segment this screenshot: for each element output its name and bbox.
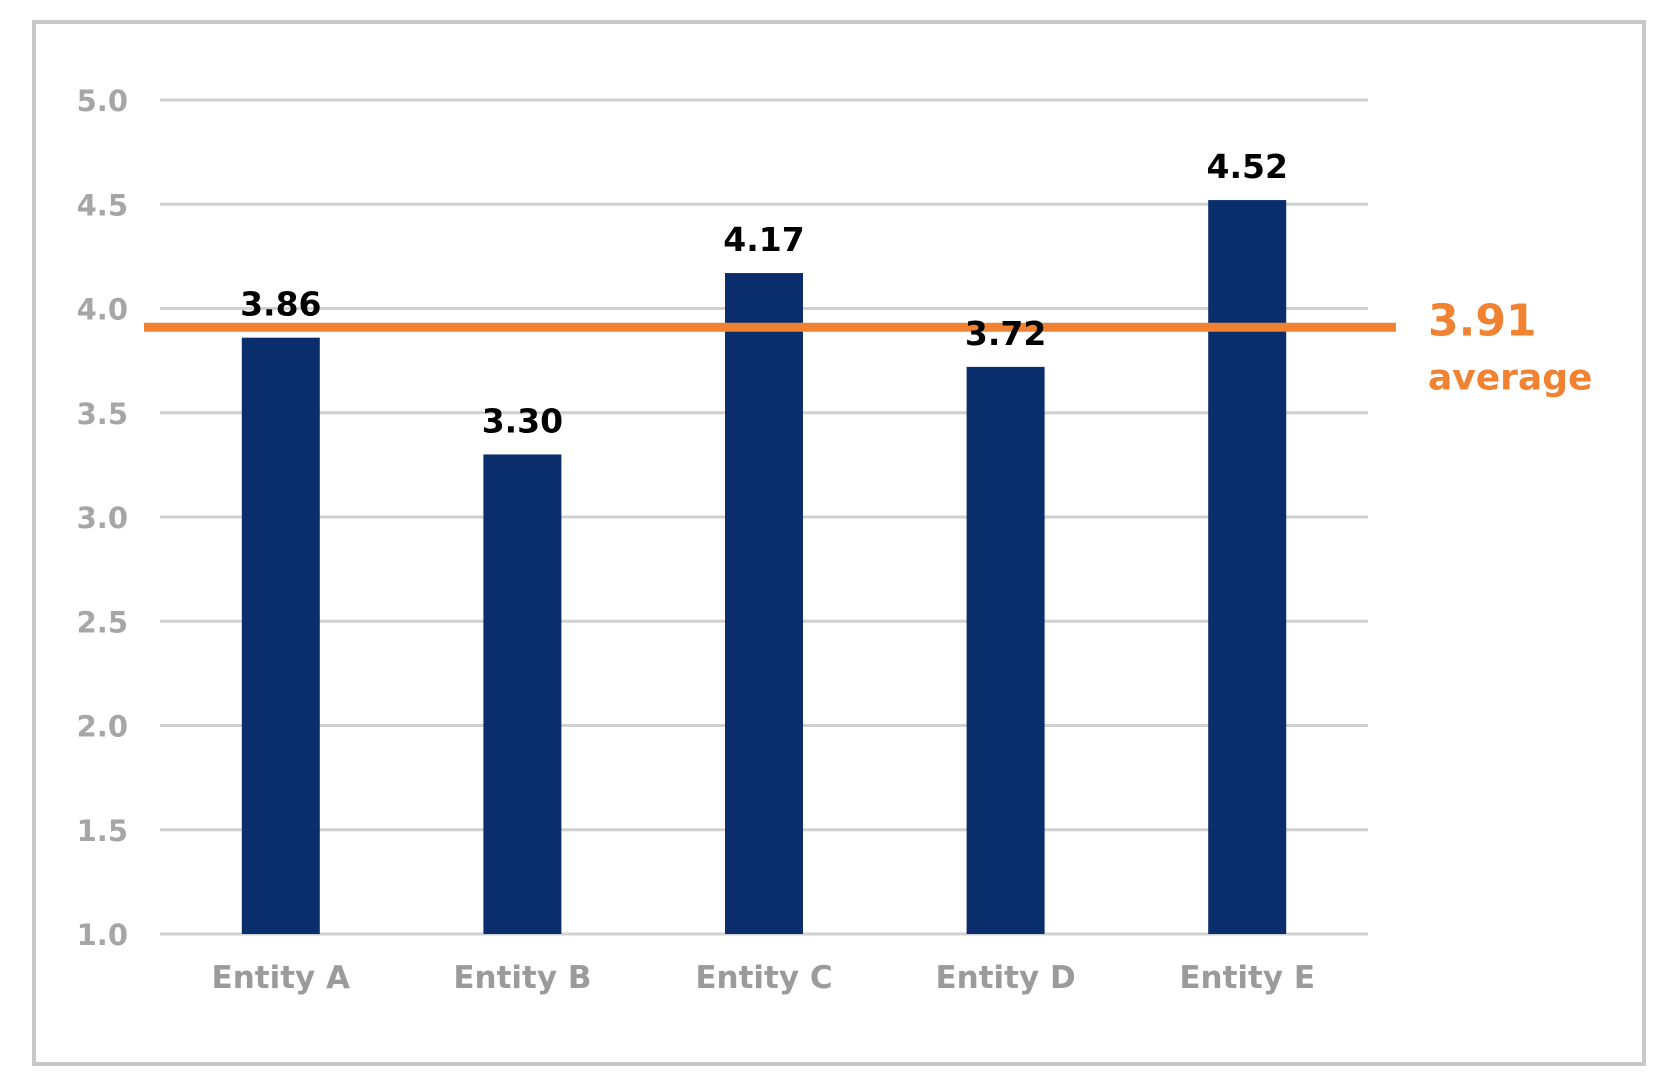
value-labels: 3.86 3.30 4.17 3.72 4.52: [240, 147, 1288, 440]
bars: [241, 200, 1287, 934]
y-tick-label: 4.5: [77, 188, 128, 222]
y-tick-label: 4.0: [77, 293, 128, 327]
y-tick-label: 3.0: [77, 501, 128, 535]
x-category-label: Entity C: [695, 960, 832, 996]
y-tick-label: 3.5: [77, 397, 128, 431]
x-category-label: Entity D: [935, 960, 1075, 996]
average-text-label: average: [1428, 357, 1592, 398]
y-tick-label: 2.5: [77, 605, 128, 639]
bar-entity-a: [241, 337, 320, 934]
bar-value-label: 4.17: [723, 220, 804, 259]
x-axis-categories: Entity A Entity B Entity C Entity D Entity E: [212, 960, 1316, 996]
x-category-label: Entity E: [1179, 960, 1315, 996]
y-tick-label: 1.5: [77, 814, 128, 848]
bar-entity-c: [725, 273, 803, 934]
y-tick-label: 2.0: [77, 710, 128, 744]
bar-value-label: 3.72: [965, 314, 1046, 353]
bar-value-label: 4.52: [1206, 147, 1287, 186]
y-tick-label: 1.0: [77, 918, 128, 952]
bar-value-label: 3.30: [482, 401, 563, 440]
y-axis-ticks: 1.0 1.5 2.0 2.5 3.0 3.5 4.0 4.5 5.0: [77, 84, 128, 952]
average-line-group: 3.91 average: [144, 295, 1592, 398]
bar-value-label: 3.86: [240, 285, 321, 324]
y-tick-label: 5.0: [77, 84, 128, 118]
bar-entity-e: [1208, 200, 1287, 934]
x-category-label: Entity A: [212, 960, 351, 996]
bar-entity-b: [483, 454, 562, 934]
bar-entity-d: [966, 366, 1045, 934]
average-value-label: 3.91: [1428, 295, 1537, 346]
x-category-label: Entity B: [453, 960, 591, 996]
